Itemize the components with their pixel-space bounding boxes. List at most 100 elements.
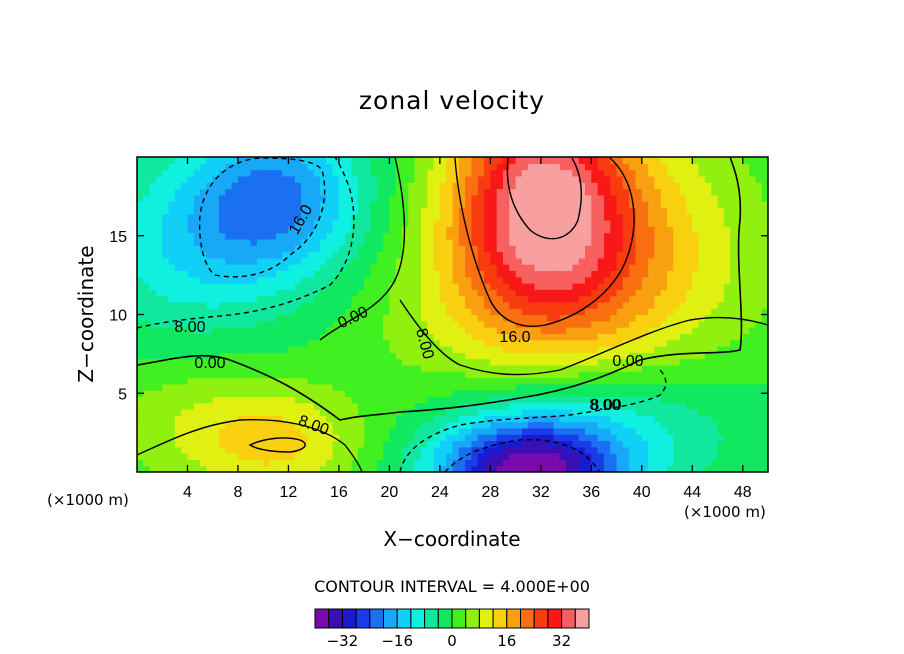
field-cell [408, 352, 416, 360]
field-cell [351, 333, 359, 341]
field-cell [427, 295, 435, 303]
field-cell [250, 415, 258, 423]
field-cell [364, 320, 372, 328]
field-cell [137, 402, 144, 410]
field-cell [174, 390, 182, 397]
field-cell [250, 295, 258, 303]
field-cell [269, 465, 277, 472]
field-cell [332, 427, 340, 435]
field-cell [143, 251, 151, 259]
field-cell [566, 446, 573, 454]
field-cell [692, 264, 700, 271]
field-cell [275, 383, 283, 391]
field-cell [345, 201, 353, 208]
field-cell [275, 358, 283, 366]
field-cell [275, 402, 283, 410]
field-cell [528, 264, 536, 271]
field-cell [212, 339, 220, 347]
field-cell [667, 257, 674, 265]
field-cell [168, 427, 176, 435]
field-cell [181, 295, 189, 303]
field-cell [591, 295, 599, 303]
field-cell [143, 327, 151, 334]
field-cell [155, 201, 163, 208]
field-cell [477, 226, 485, 234]
field-cell [534, 251, 542, 259]
field-cell [610, 421, 618, 429]
field-cell [477, 377, 485, 385]
field-cell [648, 257, 656, 265]
field-cell [256, 308, 264, 316]
field-cell [370, 276, 378, 284]
field-cell [332, 364, 340, 372]
field-cell [660, 220, 668, 227]
field-cell [149, 377, 157, 385]
field-cell [597, 276, 605, 284]
field-cell [585, 371, 592, 379]
field-cell [761, 270, 768, 278]
field-cell [433, 201, 441, 208]
field-cell [326, 301, 334, 309]
field-cell [288, 175, 296, 183]
field-cell [168, 446, 176, 454]
field-cell [610, 232, 618, 240]
field-cell [591, 207, 599, 215]
field-cell [307, 465, 315, 472]
field-cell [698, 346, 706, 353]
field-cell [137, 446, 144, 454]
field-cell [162, 226, 170, 234]
field-cell [301, 402, 308, 410]
field-cell [711, 169, 719, 177]
field-cell [673, 213, 681, 221]
field-cell [597, 257, 605, 265]
field-cell [685, 163, 693, 171]
field-cell [263, 459, 271, 467]
field-cell [692, 226, 700, 234]
field-cell [193, 295, 201, 303]
field-cell [269, 333, 277, 341]
field-cell [452, 459, 460, 467]
field-cell [307, 314, 315, 322]
field-cell [237, 320, 245, 328]
field-cell [338, 245, 346, 253]
field-cell [237, 427, 245, 435]
field-cell [275, 220, 283, 227]
field-cell [370, 434, 378, 442]
field-cell [629, 169, 637, 177]
field-cell [730, 364, 738, 372]
field-cell [307, 283, 315, 290]
field-cell [616, 213, 624, 221]
field-cell [181, 371, 189, 379]
field-cell [269, 427, 277, 435]
field-cell [477, 270, 485, 278]
field-cell [578, 402, 586, 410]
field-cell [692, 390, 700, 397]
field-cell [641, 220, 649, 227]
field-cell [610, 459, 618, 467]
field-cell [616, 301, 624, 309]
field-cell [553, 251, 561, 259]
field-cell [610, 245, 618, 253]
field-cell [275, 232, 283, 240]
field-cell [572, 377, 580, 385]
field-cell [755, 169, 763, 177]
field-cell [553, 402, 561, 410]
field-cell [648, 308, 656, 316]
field-cell [477, 251, 485, 259]
field-cell [591, 157, 599, 164]
field-cell [326, 320, 334, 328]
field-cell [458, 352, 466, 360]
field-cell [515, 402, 523, 410]
field-cell [521, 421, 529, 429]
field-cell [496, 371, 504, 379]
field-cell [572, 270, 580, 278]
field-cell [383, 264, 390, 271]
field-cell [168, 157, 176, 164]
field-cell [225, 289, 233, 297]
field-cell [181, 364, 189, 372]
field-cell [717, 213, 725, 221]
field-cell [155, 220, 163, 227]
field-cell [206, 226, 214, 234]
field-cell [256, 188, 264, 196]
field-cell [294, 188, 302, 196]
